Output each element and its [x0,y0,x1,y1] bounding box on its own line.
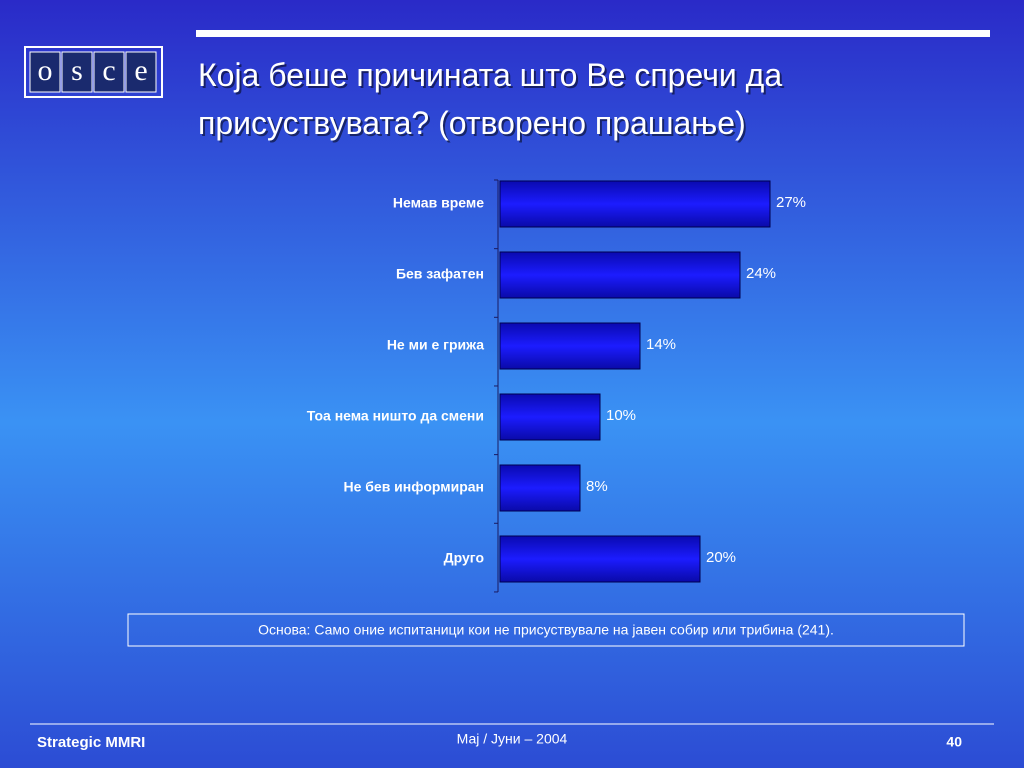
chart: Немав време 27% Бев зафатен 24% Не ми е гриж… [307,179,806,593]
top-rule [196,30,990,37]
page-number: 40 [946,734,962,750]
category-label: Бев зафатен [396,266,484,282]
logo-letter: o [38,54,53,87]
footer-left: Strategic MMRI [37,734,145,751]
note-box [127,613,965,647]
bar [499,393,601,441]
value-label: 8% [586,478,608,495]
category-label: Друго [444,550,484,566]
bar [499,180,771,228]
note: Основа: Само оние испитаници кои не прис… [258,622,834,638]
value-label: 14% [646,336,676,353]
logo-frame [24,46,163,98]
bar [499,322,641,370]
category-label: Не ми е грижа [387,337,484,353]
logo-letter: c [102,54,115,87]
logo-cell [61,51,93,93]
footer-center: Мај / Јуни – 2004 [457,731,568,747]
logo-letter: e [134,54,147,87]
value-label: 27% [776,194,806,211]
value-label: 20% [706,549,736,566]
category-label: Тоа нема ништо да смени [307,408,484,424]
logo-letter: s [71,54,83,87]
chart-title: Која беше причината што Ве спречи да прис… [198,57,782,141]
bar [499,464,581,512]
logo-cell [93,51,125,93]
logo-cell [125,51,157,93]
value-label: 24% [746,265,776,282]
bar [499,535,701,583]
logo-cell [29,51,61,93]
value-label: 10% [606,407,636,424]
category-label: Не бев информиран [343,479,484,495]
category-label: Немав време [393,195,484,211]
bar [499,251,741,299]
title-shadow: Која беше причината што Ве спречи да прис… [200,59,784,143]
